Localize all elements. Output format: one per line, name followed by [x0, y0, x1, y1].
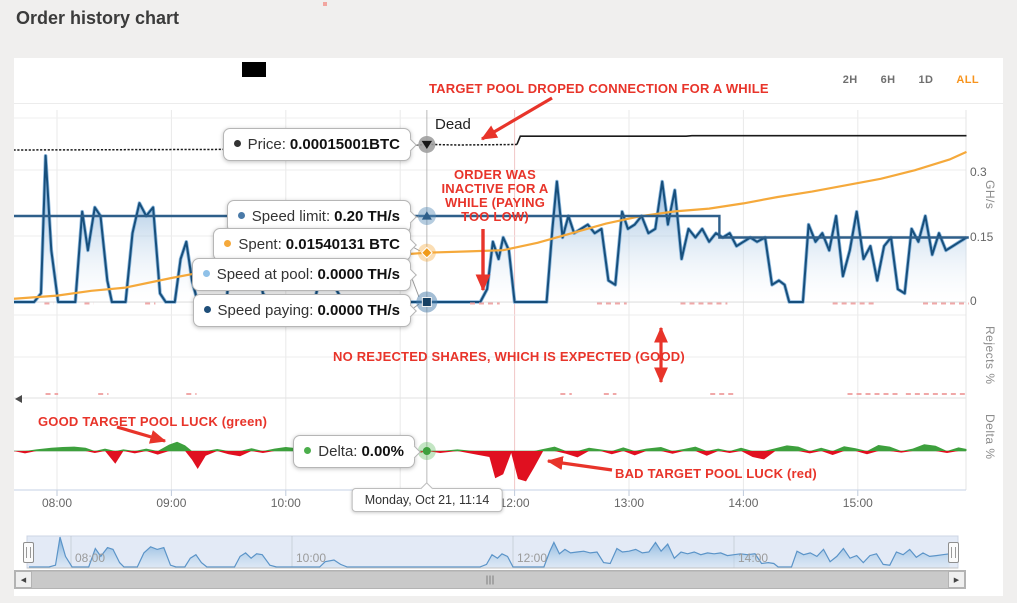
navigator-right-handle[interactable]	[948, 542, 959, 563]
navigator-label: 12:00	[517, 551, 548, 565]
tooltip-callout	[408, 445, 421, 458]
chart-card: 2H 6H 1D ALL	[14, 58, 1003, 596]
delta-series	[14, 440, 967, 482]
redacted-text-block	[242, 62, 266, 77]
range-button-2h[interactable]: 2H	[842, 74, 858, 86]
annotation-bad-luck: BAD TARGET POOL LUCK (red)	[615, 466, 817, 481]
y-axis-title-rejects: Rejects %	[983, 326, 997, 385]
tooltip-delta-value: 0.00%	[361, 443, 404, 460]
tooltip-spent-label: Spent:	[238, 236, 282, 253]
arrow-bad-luck	[546, 456, 613, 472]
marker-halo	[418, 135, 436, 153]
navigator-label: 14:00	[738, 551, 769, 565]
navigator-left-handle[interactable]	[23, 542, 34, 563]
marker-halo	[417, 243, 436, 262]
navigator-line	[29, 536, 950, 568]
navigator-selected-range	[26, 535, 959, 569]
y-axis-title-ghs: GH/s	[983, 180, 997, 210]
x-axis-label: 09:00	[156, 496, 187, 510]
speed-limit-marker-triangle-up-icon	[421, 211, 432, 220]
tooltip-speed-at-pool-value: 0.0000 TH/s	[317, 266, 400, 283]
speed-paying-marker-square-icon	[421, 297, 432, 307]
x-axis-label: 08:00	[41, 496, 73, 510]
range-button-1d[interactable]: 1D	[918, 74, 934, 86]
tooltip-datetime-value: Monday, Oct 21, 11:14	[364, 493, 490, 507]
tooltip-speed-at-pool-label: Speed at pool:	[216, 266, 314, 283]
tooltip-speed-paying-label: Speed paying:	[217, 302, 314, 319]
delta-series-dot	[304, 447, 312, 454]
delta-negative-area	[14, 451, 967, 482]
range-button-all[interactable]: ALL	[956, 74, 979, 86]
scrollbar-grip-icon	[486, 575, 494, 585]
tooltip-delta-label: Delta:	[318, 443, 358, 460]
tooltip-callout	[404, 238, 417, 251]
screenshot-artifact-dot	[323, 2, 327, 6]
scrollbar-right-arrow[interactable]: ▶	[948, 571, 965, 588]
tooltip-callout	[404, 268, 417, 281]
navigator-mini-chart[interactable]	[26, 535, 959, 569]
tooltip-spent: Spent: 0.01540131 BTC	[213, 228, 417, 261]
arrow-good-luck	[116, 425, 167, 444]
tooltip-delta: Delta: 0.00%	[293, 435, 421, 468]
marker-halo	[416, 291, 438, 313]
pane-scroll-left-icon[interactable]	[15, 395, 22, 403]
tooltip-callout	[404, 138, 417, 151]
tooltip-price: Price: 0.00015001BTC	[222, 128, 417, 161]
speed-at-pool-series-dot	[202, 270, 210, 277]
tooltip-datetime: Monday, Oct 21, 11:14	[351, 482, 503, 512]
x-axis-label: 13:00	[613, 496, 645, 510]
annotation-dead-label: Dead	[435, 116, 471, 133]
y-axis-tick-label: 0.15	[970, 229, 994, 244]
tooltip-price-label: Price:	[247, 136, 286, 153]
x-axis-label: 15:00	[842, 496, 873, 510]
price-series-dot	[233, 140, 241, 147]
tooltip-speed-limit-label: Speed limit:	[251, 208, 331, 225]
x-axis-label: 14:00	[728, 496, 759, 510]
speed-limit-series-dot	[237, 212, 245, 219]
tooltip-spent-value: 0.01540131 BTC	[285, 236, 400, 253]
scrollbar-thumb[interactable]	[32, 571, 948, 588]
y-axis-tick-label: 0	[970, 294, 977, 308]
y-axis-title-delta: Delta %	[983, 414, 997, 460]
range-selector: 2H 6H 1D ALL	[843, 74, 979, 86]
annotation-inactive: ORDER WAS INACTIVE FOR A WHILE (PAYING T…	[441, 167, 549, 224]
horizontal-scrollbar[interactable]: ◀ ▶	[14, 570, 966, 589]
spent-series-dot	[224, 240, 232, 247]
price-marker-triangle-down-icon	[421, 140, 433, 150]
annotation-target-pool: TARGET POOL DROPED CONNECTION FOR A WHIL…	[429, 81, 769, 96]
navigator-label: 08:00	[75, 551, 106, 565]
y-axis-tick-label: 0.3	[970, 165, 987, 179]
speed-paying-series-dot	[203, 306, 211, 313]
x-axis-label: 12:00	[499, 496, 530, 510]
tooltip-speed-at-pool: Speed at pool: 0.0000 TH/s	[191, 258, 417, 291]
tooltip-speed-paying-value: 0.0000 TH/s	[317, 302, 400, 319]
range-button-6h[interactable]: 6H	[880, 74, 896, 86]
spent-marker-diamond-icon	[420, 246, 433, 259]
price-line	[516, 134, 967, 145]
annotation-good-luck: GOOD TARGET POOL LUCK (green)	[38, 414, 268, 429]
annotation-no-rejects: NO REJECTED SHARES, WHICH IS EXPECTED (G…	[333, 349, 685, 364]
tooltip-callout	[404, 210, 417, 223]
delta-positive-area	[14, 440, 967, 451]
tooltip-speed-paying: Speed paying: 0.0000 TH/s	[192, 294, 417, 327]
navigator-label: 10:00	[296, 551, 327, 565]
navigator-area	[29, 537, 950, 568]
page-title: Order history chart	[16, 8, 180, 28]
crosshair-and-markers	[410, 110, 438, 490]
delta-marker-dot-icon	[422, 447, 431, 455]
tooltip-callout	[404, 304, 417, 317]
arrow-target-pool	[480, 96, 553, 141]
tooltip-speed-limit-value: 0.20 TH/s	[334, 208, 400, 225]
x-axis-label: 10:00	[270, 496, 301, 510]
toolbar-separator	[14, 103, 1003, 104]
tooltip-price-value: 0.00015001BTC	[289, 136, 400, 153]
order-history-chart-canvas[interactable]	[14, 58, 1003, 596]
scrollbar-left-arrow[interactable]: ◀	[15, 571, 32, 588]
marker-halo	[417, 207, 436, 225]
